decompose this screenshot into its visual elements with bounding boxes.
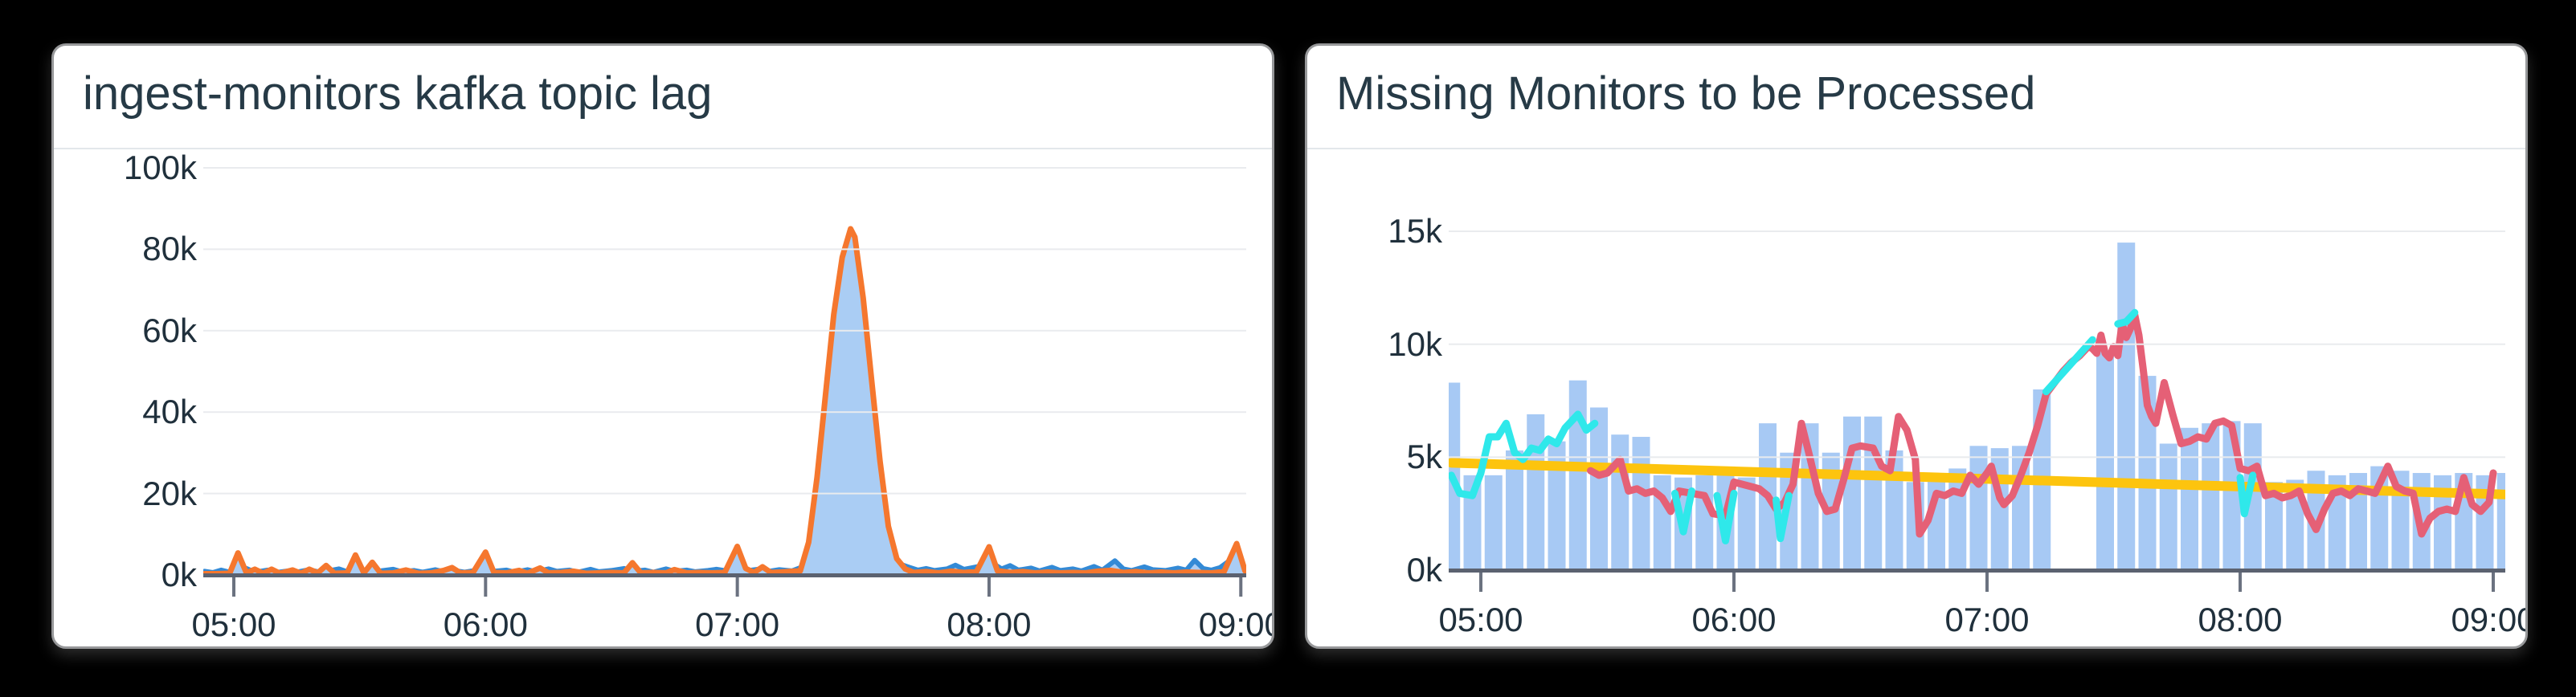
monitors-cyan-line: [1773, 491, 1793, 543]
monitors-cyan-line: [2236, 471, 2257, 518]
bar: [1590, 407, 1608, 570]
bar: [1548, 441, 1566, 570]
gridline-20k: [203, 492, 1246, 495]
x-tick-label: 07:00: [1944, 601, 2030, 638]
missing-monitors-chart-plot[interactable]: [1307, 46, 2525, 646]
bar: [1611, 434, 1629, 570]
missing-monitors-panel: Missing Monitors to be Processed 15k 10k 5…: [1305, 43, 2528, 649]
x-tick-label: 05:00: [1438, 601, 1523, 638]
y-tick-label: 20k: [142, 474, 197, 512]
y-tick-label: 5k: [1406, 438, 1442, 476]
panel-title: ingest-monitors kafka topic lag: [83, 67, 713, 120]
x-axis-tick: [987, 577, 991, 597]
bar: [1843, 416, 1861, 570]
x-tick-label: 09:00: [1198, 605, 1272, 643]
gridline-40k: [203, 411, 1246, 414]
panel-title: Missing Monitors to be Processed: [1336, 67, 2036, 120]
bar: [2349, 473, 2367, 570]
bar: [1801, 423, 1819, 570]
x-axis-line: [203, 573, 1246, 577]
x-axis-line: [1449, 569, 2505, 573]
monitors-cyan-line: [1449, 410, 1599, 499]
y-tick-label: 80k: [142, 230, 197, 268]
bar: [1506, 450, 1523, 570]
gridline-15k: [1449, 230, 2505, 233]
bar: [1864, 416, 1883, 570]
monitors-cyan-line: [2042, 336, 2096, 396]
monitors-cyan-line: [1713, 489, 1738, 544]
bar: [2202, 423, 2220, 570]
bar: [1695, 475, 1714, 570]
bar: [2434, 475, 2451, 570]
x-axis-tick: [1985, 573, 1989, 592]
kafka-lag-chart-plot[interactable]: [54, 46, 1272, 646]
bar: [2159, 443, 2177, 570]
y-tick-label: 0k: [161, 556, 197, 593]
x-axis-tick: [2492, 573, 2495, 592]
bar: [1568, 380, 1587, 570]
x-axis-tick: [735, 577, 739, 597]
gridline-5k: [1449, 456, 2505, 459]
gridline-100k: [203, 167, 1246, 169]
x-tick-label: 07:00: [695, 605, 780, 643]
panel-title-divider: [1307, 148, 2525, 149]
bar: [1484, 475, 1503, 570]
bar: [2096, 351, 2114, 570]
y-tick-label: 100k: [123, 149, 197, 186]
gridline-60k: [203, 329, 1246, 332]
bar: [1463, 475, 1482, 570]
bar: [2138, 376, 2157, 570]
gridline-10k: [1449, 343, 2505, 345]
x-axis-tick: [1732, 573, 1736, 592]
y-tick-label: 10k: [1388, 324, 1442, 363]
x-tick-label: 08:00: [947, 605, 1032, 643]
y-tick-label: 60k: [142, 311, 197, 349]
x-axis-tick: [2239, 573, 2242, 592]
x-axis-tick: [484, 577, 488, 597]
monitors-cyan-line: [1671, 487, 1695, 536]
x-tick-label: 06:00: [1691, 601, 1777, 638]
kafka-lag-panel: ingest-monitors kafka topic lag 100k 80k 6…: [51, 43, 1274, 649]
x-tick-label: 08:00: [2198, 601, 2283, 638]
y-tick-label: 40k: [142, 393, 197, 431]
bar: [2243, 423, 2262, 570]
bar: [1527, 414, 1545, 570]
x-axis-tick: [232, 577, 235, 597]
bar: [2265, 482, 2283, 570]
topic-lag-orange-fill: [204, 229, 1245, 575]
monitors-cyan-line: [2114, 308, 2139, 328]
y-tick-label: 15k: [1388, 212, 1442, 251]
bar: [1969, 446, 1988, 570]
bar: [2286, 479, 2304, 570]
topic-lag-orange-line: [203, 226, 1246, 577]
y-tick-label: 0k: [1406, 551, 1442, 589]
bar: [1737, 477, 1756, 570]
x-axis-tick: [1479, 573, 1482, 592]
x-tick-label: 06:00: [443, 605, 528, 643]
bar: [2181, 427, 2198, 570]
x-tick-label: 05:00: [191, 605, 276, 643]
bar: [2496, 473, 2505, 570]
x-axis-tick: [1239, 577, 1243, 597]
x-tick-label: 09:00: [2451, 601, 2528, 638]
gridline-80k: [203, 248, 1246, 251]
bar: [2117, 243, 2136, 570]
panel-title-divider: [54, 148, 1272, 149]
